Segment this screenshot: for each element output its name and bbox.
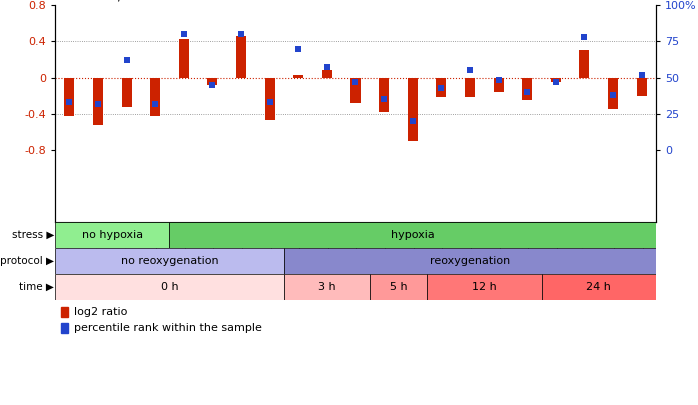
Bar: [121, 77, 131, 107]
Bar: [265, 77, 274, 120]
Text: 24 h: 24 h: [586, 282, 611, 292]
Bar: [427, 274, 542, 300]
Bar: [207, 77, 217, 85]
Text: no reoxygenation: no reoxygenation: [121, 256, 218, 266]
Text: 3 h: 3 h: [318, 282, 336, 292]
Bar: [637, 77, 647, 96]
Bar: [608, 77, 618, 109]
Text: no hypoxia: no hypoxia: [82, 230, 143, 240]
Text: time ▶: time ▶: [19, 282, 54, 292]
Bar: [284, 274, 370, 300]
Bar: [408, 77, 417, 141]
Bar: [522, 77, 532, 100]
Bar: [236, 36, 246, 77]
Bar: [493, 77, 503, 92]
Text: 5 h: 5 h: [389, 282, 407, 292]
Bar: [150, 77, 160, 115]
Bar: [55, 248, 284, 274]
Bar: [542, 274, 656, 300]
Bar: [64, 77, 74, 117]
Text: reoxygenation: reoxygenation: [430, 256, 510, 266]
Bar: [179, 38, 188, 77]
Bar: [379, 77, 389, 112]
Text: 0 h: 0 h: [161, 282, 178, 292]
Text: hypoxia: hypoxia: [391, 230, 435, 240]
Bar: [322, 70, 332, 77]
Bar: [170, 222, 656, 248]
Bar: [61, 323, 68, 333]
Text: percentile rank within the sample: percentile rank within the sample: [74, 323, 262, 333]
Bar: [370, 274, 427, 300]
Text: 12 h: 12 h: [472, 282, 497, 292]
Bar: [465, 77, 475, 98]
Text: stress ▶: stress ▶: [12, 230, 54, 240]
Bar: [55, 222, 170, 248]
Text: GDS1968 / 6979: GDS1968 / 6979: [55, 0, 158, 2]
Bar: [579, 50, 589, 77]
Bar: [55, 274, 284, 300]
Bar: [284, 248, 656, 274]
Bar: [551, 77, 560, 82]
Bar: [93, 77, 103, 125]
Bar: [293, 75, 303, 77]
Bar: [350, 77, 360, 103]
Text: protocol ▶: protocol ▶: [0, 256, 54, 266]
Bar: [61, 307, 68, 318]
Text: log2 ratio: log2 ratio: [74, 307, 128, 318]
Bar: [436, 77, 446, 98]
